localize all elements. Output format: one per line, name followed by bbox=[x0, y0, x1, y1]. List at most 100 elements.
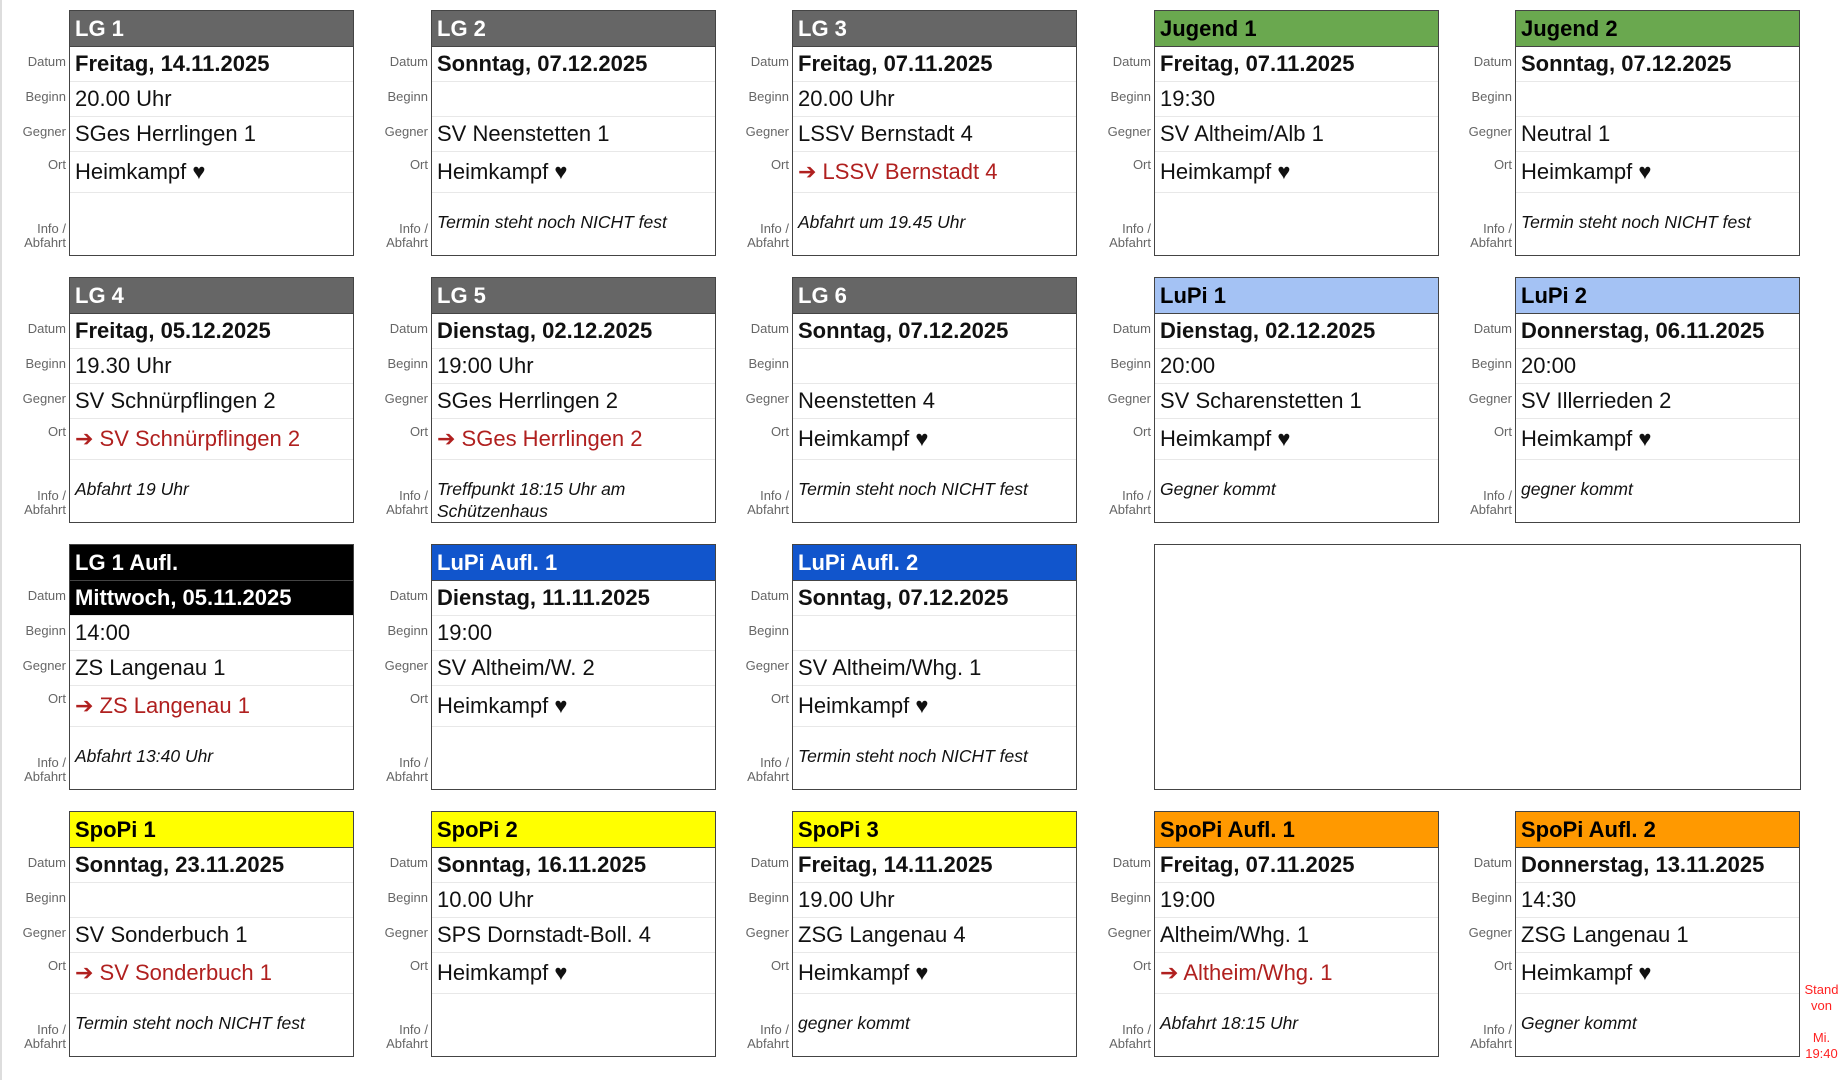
info-note bbox=[432, 727, 715, 789]
label-info: Info / bbox=[760, 221, 789, 236]
info-note bbox=[432, 994, 715, 1056]
match-date: Sonntag, 07.12.2025 bbox=[793, 581, 1076, 616]
label-gegner: Gegner bbox=[745, 925, 789, 940]
match-start: 19.30 Uhr bbox=[70, 349, 353, 384]
venue: Heimkampf ♥ bbox=[1516, 419, 1799, 460]
label-beginn: Beginn bbox=[1471, 356, 1512, 371]
match-date: Freitag, 07.11.2025 bbox=[1155, 47, 1438, 82]
match-card: LuPi 2 Donnerstag, 06.11.2025 20:00 SV Ille… bbox=[1515, 277, 1800, 523]
label-beginn: Beginn bbox=[748, 356, 789, 371]
match-card: LG 6 Sonntag, 07.12.2025 Neenstetten 4 Heim… bbox=[792, 277, 1077, 523]
label-info: Info / bbox=[399, 221, 428, 236]
opponent: SV Altheim/W. 2 bbox=[432, 651, 715, 686]
opponent: SGes Herrlingen 1 bbox=[70, 117, 353, 152]
label-gegner: Gegner bbox=[1107, 391, 1151, 406]
venue: ➔ SV Schnürpflingen 2 bbox=[70, 419, 353, 460]
match-start bbox=[1516, 82, 1799, 117]
match-start: 19.00 Uhr bbox=[793, 883, 1076, 918]
label-datum: Datum bbox=[389, 321, 428, 336]
label-datum: Datum bbox=[1112, 54, 1151, 69]
label-ort: Ort bbox=[409, 691, 428, 706]
label-datum: Datum bbox=[1112, 855, 1151, 870]
opponent: SPS Dornstadt-Boll. 4 bbox=[432, 918, 715, 953]
label-datum: Datum bbox=[1473, 855, 1512, 870]
label-info: Info / bbox=[1122, 1022, 1151, 1037]
label-datum: Datum bbox=[27, 321, 66, 336]
stand-line: 19:40 bbox=[1805, 1046, 1838, 1061]
label-beginn: Beginn bbox=[1110, 356, 1151, 371]
label-ort: Ort bbox=[1132, 157, 1151, 172]
label-datum: Datum bbox=[27, 588, 66, 603]
label-beginn: Beginn bbox=[25, 890, 66, 905]
label-abfahrt: Abfahrt bbox=[24, 502, 66, 517]
match-card: LuPi 1 Dienstag, 02.12.2025 20:00 SV Schare… bbox=[1154, 277, 1439, 523]
venue: Heimkampf ♥ bbox=[1516, 152, 1799, 193]
venue: ➔ LSSV Bernstadt 4 bbox=[793, 152, 1076, 193]
team-header: LuPi 2 bbox=[1516, 278, 1799, 314]
label-beginn: Beginn bbox=[387, 890, 428, 905]
label-info: Info / bbox=[1122, 221, 1151, 236]
match-date: Sonntag, 07.12.2025 bbox=[1516, 47, 1799, 82]
label-ort: Ort bbox=[47, 424, 66, 439]
label-beginn: Beginn bbox=[25, 356, 66, 371]
team-header: LG 3 bbox=[793, 11, 1076, 47]
opponent: ZSG Langenau 4 bbox=[793, 918, 1076, 953]
label-gegner: Gegner bbox=[1107, 925, 1151, 940]
venue: Heimkampf ♥ bbox=[1155, 419, 1438, 460]
match-start bbox=[793, 616, 1076, 651]
match-card: SpoPi Aufl. 2 Donnerstag, 13.11.2025 14:30… bbox=[1515, 811, 1800, 1057]
label-gegner: Gegner bbox=[384, 658, 428, 673]
label-gegner: Gegner bbox=[22, 391, 66, 406]
label-datum: Datum bbox=[27, 855, 66, 870]
label-info: Info / bbox=[399, 755, 428, 770]
label-beginn: Beginn bbox=[748, 890, 789, 905]
stand-line: Mi. bbox=[1812, 1030, 1831, 1045]
match-card: LuPi Aufl. 2 Sonntag, 07.12.2025 SV Althei… bbox=[792, 544, 1077, 790]
label-info: Info / bbox=[399, 488, 428, 503]
label-abfahrt: Abfahrt bbox=[1109, 502, 1151, 517]
info-note: Gegner kommt bbox=[1521, 1013, 1637, 1033]
match-card: LG 5 Dienstag, 02.12.2025 19:00 Uhr SGes He… bbox=[431, 277, 716, 523]
opponent: SV Schnürpflingen 2 bbox=[70, 384, 353, 419]
label-ort: Ort bbox=[409, 157, 428, 172]
label-gegner: Gegner bbox=[384, 124, 428, 139]
venue: Heimkampf ♥ bbox=[793, 419, 1076, 460]
team-header: SpoPi 1 bbox=[70, 812, 353, 848]
team-header: Jugend 2 bbox=[1516, 11, 1799, 47]
label-abfahrt: Abfahrt bbox=[747, 235, 789, 250]
label-datum: Datum bbox=[1473, 321, 1512, 336]
label-abfahrt: Abfahrt bbox=[1470, 502, 1512, 517]
match-date: Dienstag, 02.12.2025 bbox=[1155, 314, 1438, 349]
opponent: SV Sonderbuch 1 bbox=[70, 918, 353, 953]
venue: Heimkampf ♥ bbox=[793, 686, 1076, 727]
empty-card bbox=[1154, 544, 1801, 790]
label-ort: Ort bbox=[409, 958, 428, 973]
match-date: Freitag, 05.12.2025 bbox=[70, 314, 353, 349]
opponent: ZSG Langenau 1 bbox=[1516, 918, 1799, 953]
opponent: SV Illerrieden 2 bbox=[1516, 384, 1799, 419]
label-ort: Ort bbox=[1132, 958, 1151, 973]
info-note: Termin steht noch NICHT fest bbox=[798, 479, 1028, 499]
match-card: SpoPi 3 Freitag, 14.11.2025 19.00 Uhr ZSG L… bbox=[792, 811, 1077, 1057]
label-abfahrt: Abfahrt bbox=[747, 502, 789, 517]
info-note: Termin steht noch NICHT fest bbox=[1521, 212, 1751, 232]
team-header: LuPi Aufl. 1 bbox=[432, 545, 715, 581]
match-card: SpoPi 1 Sonntag, 23.11.2025 SV Sonderbuch … bbox=[69, 811, 354, 1057]
team-header: LuPi 1 bbox=[1155, 278, 1438, 314]
label-abfahrt: Abfahrt bbox=[386, 1036, 428, 1051]
opponent: Neutral 1 bbox=[1516, 117, 1799, 152]
match-start: 14:30 bbox=[1516, 883, 1799, 918]
label-gegner: Gegner bbox=[745, 391, 789, 406]
match-card: Jugend 1 Freitag, 07.11.2025 19:30 SV Althe… bbox=[1154, 10, 1439, 256]
match-card: SpoPi 2 Sonntag, 16.11.2025 10.00 Uhr SPS D… bbox=[431, 811, 716, 1057]
team-header: LG 2 bbox=[432, 11, 715, 47]
opponent: SGes Herrlingen 2 bbox=[432, 384, 715, 419]
label-gegner: Gegner bbox=[1468, 391, 1512, 406]
label-info: Info / bbox=[1483, 488, 1512, 503]
label-abfahrt: Abfahrt bbox=[747, 1036, 789, 1051]
label-ort: Ort bbox=[409, 424, 428, 439]
match-date: Dienstag, 11.11.2025 bbox=[432, 581, 715, 616]
info-note: gegner kommt bbox=[1521, 479, 1633, 499]
opponent: SV Scharenstetten 1 bbox=[1155, 384, 1438, 419]
match-start: 19:00 Uhr bbox=[432, 349, 715, 384]
